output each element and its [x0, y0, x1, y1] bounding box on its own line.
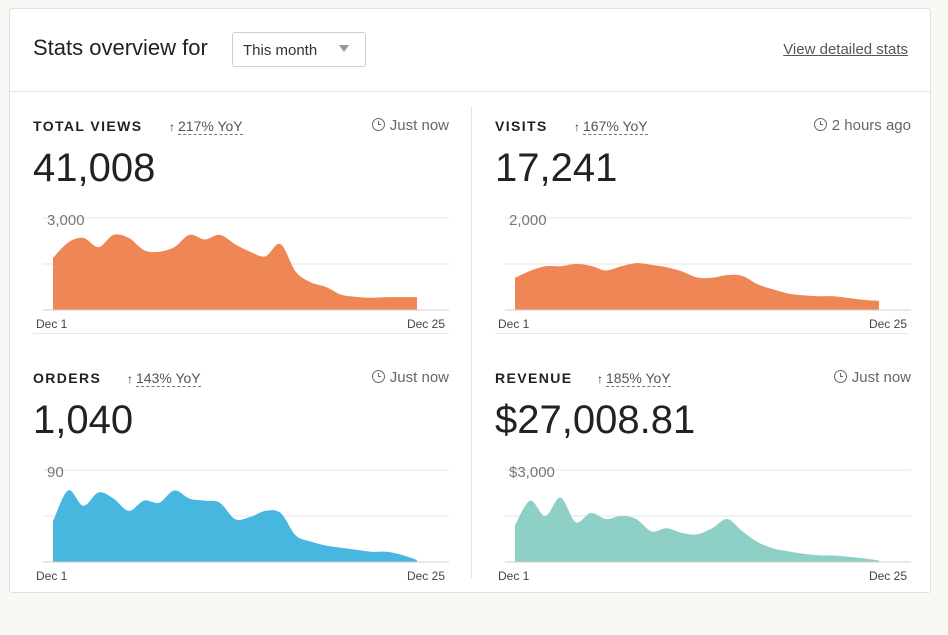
area-chart: 2,000 Dec 1 Dec 25: [498, 212, 911, 331]
clock-icon: [813, 118, 827, 131]
metric-panel-visits: VISITS ↑ 167% YoY 2 hours ago 17,241 2,00…: [495, 99, 911, 339]
metric-panel-orders: ORDERS ↑ 143% YoY Just now 1,040 90 Dec 1 D…: [33, 351, 449, 591]
area-series: [515, 497, 879, 562]
metric-panel-total-views: TOTAL VIEWS ↑ 217% YoY Just now 41,008 3,…: [33, 99, 449, 339]
yoy-value: 185% YoY: [606, 370, 671, 387]
row-divider-left: [33, 333, 449, 334]
y-tick-label: 90: [47, 464, 64, 481]
updated-time: Just now: [833, 369, 911, 386]
x-end-label: Dec 25: [407, 569, 445, 583]
area-chart: 90 Dec 1 Dec 25: [36, 464, 449, 583]
area-chart: $3,000 Dec 1 Dec 25: [498, 464, 911, 583]
clock-icon: [371, 370, 385, 383]
area-chart: 3,000 Dec 1 Dec 25: [36, 212, 449, 331]
metric-value: $27,008.81: [495, 398, 696, 442]
area-series: [53, 490, 417, 562]
arrow-up-icon: ↑: [597, 372, 603, 386]
y-tick-label: 3,000: [47, 212, 85, 229]
x-start-label: Dec 1: [498, 317, 530, 331]
area-series: [53, 234, 417, 310]
x-start-label: Dec 1: [498, 569, 530, 583]
column-divider: [471, 106, 472, 578]
updated-label: 2 hours ago: [831, 117, 911, 134]
period-select[interactable]: This month: [232, 32, 366, 67]
yoy-change: ↑ 185% YoY: [597, 370, 671, 387]
updated-time: Just now: [371, 117, 449, 134]
metric-label: ORDERS: [33, 370, 102, 386]
y-tick-label: $3,000: [509, 464, 555, 481]
x-start-label: Dec 1: [36, 569, 68, 583]
updated-time: Just now: [371, 369, 449, 386]
area-series: [515, 263, 879, 310]
updated-label: Just now: [851, 369, 911, 386]
y-tick-label: 2,000: [509, 212, 547, 229]
page-title: Stats overview for: [33, 35, 208, 60]
x-end-label: Dec 25: [869, 317, 907, 331]
metric-value: 41,008: [33, 146, 156, 190]
arrow-up-icon: ↑: [169, 120, 175, 134]
yoy-value: 143% YoY: [136, 370, 201, 387]
metric-label: VISITS: [495, 118, 548, 134]
yoy-change: ↑ 167% YoY: [574, 118, 648, 135]
arrow-up-icon: ↑: [574, 120, 580, 134]
metric-value: 17,241: [495, 146, 618, 190]
chevron-down-icon: [339, 45, 349, 52]
row-divider-right: [495, 333, 909, 334]
arrow-up-icon: ↑: [127, 372, 133, 386]
x-end-label: Dec 25: [869, 569, 907, 583]
metric-label: REVENUE: [495, 370, 573, 386]
metric-panel-revenue: REVENUE ↑ 185% YoY Just now $27,008.81 $3…: [495, 351, 911, 591]
clock-icon: [371, 118, 385, 131]
updated-time: 2 hours ago: [813, 117, 911, 134]
x-start-label: Dec 1: [36, 317, 68, 331]
yoy-change: ↑ 143% YoY: [127, 370, 201, 387]
stats-overview-card: Stats overview for This month View detai…: [9, 8, 931, 593]
updated-label: Just now: [389, 117, 449, 134]
view-detailed-stats-link[interactable]: View detailed stats: [783, 41, 908, 58]
x-end-label: Dec 25: [407, 317, 445, 331]
yoy-value: 167% YoY: [583, 118, 648, 135]
clock-icon: [833, 370, 847, 383]
period-select-value: This month: [243, 42, 318, 59]
card-header: Stats overview for This month View detai…: [10, 9, 930, 92]
updated-label: Just now: [389, 369, 449, 386]
metric-value: 1,040: [33, 398, 134, 442]
yoy-change: ↑ 217% YoY: [169, 118, 243, 135]
metric-label: TOTAL VIEWS: [33, 118, 143, 134]
yoy-value: 217% YoY: [178, 118, 243, 135]
